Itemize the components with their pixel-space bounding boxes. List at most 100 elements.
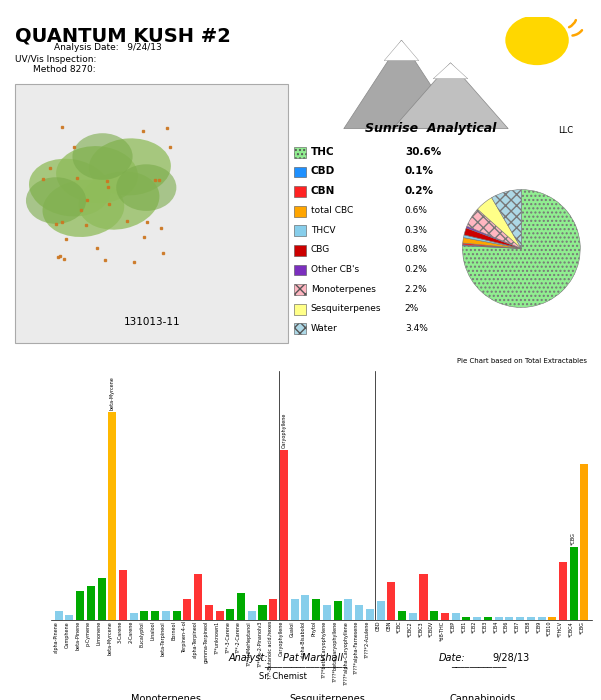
Text: Sunrise  Analytical: Sunrise Analytical [365, 122, 496, 136]
Text: Pie Chart based on Total Extractables: Pie Chart based on Total Extractables [457, 358, 587, 365]
Text: Sr. Chemist: Sr. Chemist [258, 673, 307, 681]
Bar [97, 578, 106, 620]
Bar [548, 617, 557, 620]
Wedge shape [463, 190, 580, 307]
Bar [302, 595, 310, 620]
Bar [581, 464, 588, 620]
Ellipse shape [29, 159, 111, 216]
Bar [294, 225, 306, 236]
Text: 0.6%: 0.6% [405, 206, 428, 215]
Text: Pat Marshall: Pat Marshall [282, 653, 343, 663]
Bar [294, 206, 306, 216]
Text: 0.3%: 0.3% [405, 226, 428, 234]
Text: 30.6%: 30.6% [405, 147, 441, 157]
Wedge shape [463, 237, 522, 248]
Bar [559, 561, 567, 620]
Text: LLC: LLC [558, 127, 573, 136]
Wedge shape [478, 197, 522, 248]
Bar [294, 284, 306, 295]
Bar [227, 609, 234, 620]
Text: ────────────: ──────────── [451, 663, 506, 671]
Bar [452, 613, 460, 620]
Text: QUANTUM KUSH #2: QUANTUM KUSH #2 [15, 27, 231, 46]
Bar [294, 167, 306, 177]
Bar [108, 412, 116, 620]
Bar [294, 186, 306, 197]
Text: CBD: CBD [311, 167, 335, 176]
Text: 0.2%: 0.2% [405, 186, 434, 196]
Bar [55, 611, 63, 620]
Bar [355, 605, 363, 620]
Ellipse shape [56, 146, 138, 203]
Bar [280, 449, 288, 620]
Bar [183, 598, 191, 620]
Bar [76, 591, 84, 620]
Bar [377, 601, 385, 620]
Ellipse shape [89, 139, 171, 195]
Text: 2%: 2% [405, 304, 419, 313]
Bar [294, 147, 306, 158]
Text: Method 8270:: Method 8270: [33, 65, 96, 74]
Text: Caryophyllene: Caryophyllene [281, 412, 287, 447]
Ellipse shape [79, 172, 159, 230]
Bar [119, 570, 127, 620]
Bar [462, 617, 471, 620]
Bar [527, 617, 535, 620]
Text: CBG: CBG [311, 246, 330, 254]
Bar [66, 615, 73, 620]
Polygon shape [433, 63, 468, 78]
Bar [87, 587, 95, 620]
Bar [344, 598, 352, 620]
Bar [570, 547, 578, 620]
Bar [484, 617, 492, 620]
Bar [516, 617, 524, 620]
Text: THC: THC [311, 147, 334, 157]
Bar [258, 605, 266, 620]
Bar [141, 611, 148, 620]
Bar [130, 613, 138, 620]
Text: THCV: THCV [311, 226, 335, 234]
Polygon shape [344, 40, 459, 129]
Bar [294, 304, 306, 314]
Wedge shape [464, 228, 522, 248]
Bar [409, 613, 416, 620]
Text: beta-Myrcene: beta-Myrcene [110, 377, 115, 410]
Bar [473, 617, 481, 620]
Bar [441, 613, 449, 620]
Bar [162, 611, 170, 620]
Polygon shape [393, 63, 508, 129]
Text: 3.4%: 3.4% [405, 324, 428, 332]
Wedge shape [463, 235, 522, 248]
Text: Date:: Date: [439, 653, 465, 663]
Text: ──────────────────: ────────────────── [264, 663, 348, 671]
Bar [151, 611, 159, 620]
Bar [172, 611, 181, 620]
Bar [366, 609, 374, 620]
Bar [495, 617, 502, 620]
Bar [205, 605, 213, 620]
Bar [216, 611, 224, 620]
Text: total CBC: total CBC [311, 206, 353, 215]
Bar [294, 265, 306, 275]
Wedge shape [467, 209, 522, 248]
Ellipse shape [26, 177, 86, 224]
Ellipse shape [43, 180, 124, 237]
Text: 9/28/13: 9/28/13 [493, 653, 530, 663]
Text: Cannabinoids: Cannabinoids [450, 694, 516, 700]
Bar [387, 582, 395, 620]
Bar [419, 574, 427, 620]
Text: Sesquiterpenes: Sesquiterpenes [311, 304, 381, 313]
Wedge shape [463, 245, 522, 248]
Text: 0.1%: 0.1% [405, 167, 434, 176]
Bar [537, 617, 546, 620]
Bar [269, 598, 277, 620]
Text: 2.2%: 2.2% [405, 285, 427, 293]
Bar [430, 611, 438, 620]
Bar [294, 245, 306, 255]
Text: *CBG: *CBG [571, 532, 576, 545]
Bar [194, 574, 202, 620]
Text: Sesquiterpenes: Sesquiterpenes [289, 694, 365, 700]
Bar [237, 593, 245, 620]
Text: 131013-11: 131013-11 [123, 318, 180, 328]
Text: UV/Vis Inspection:: UV/Vis Inspection: [15, 55, 96, 64]
